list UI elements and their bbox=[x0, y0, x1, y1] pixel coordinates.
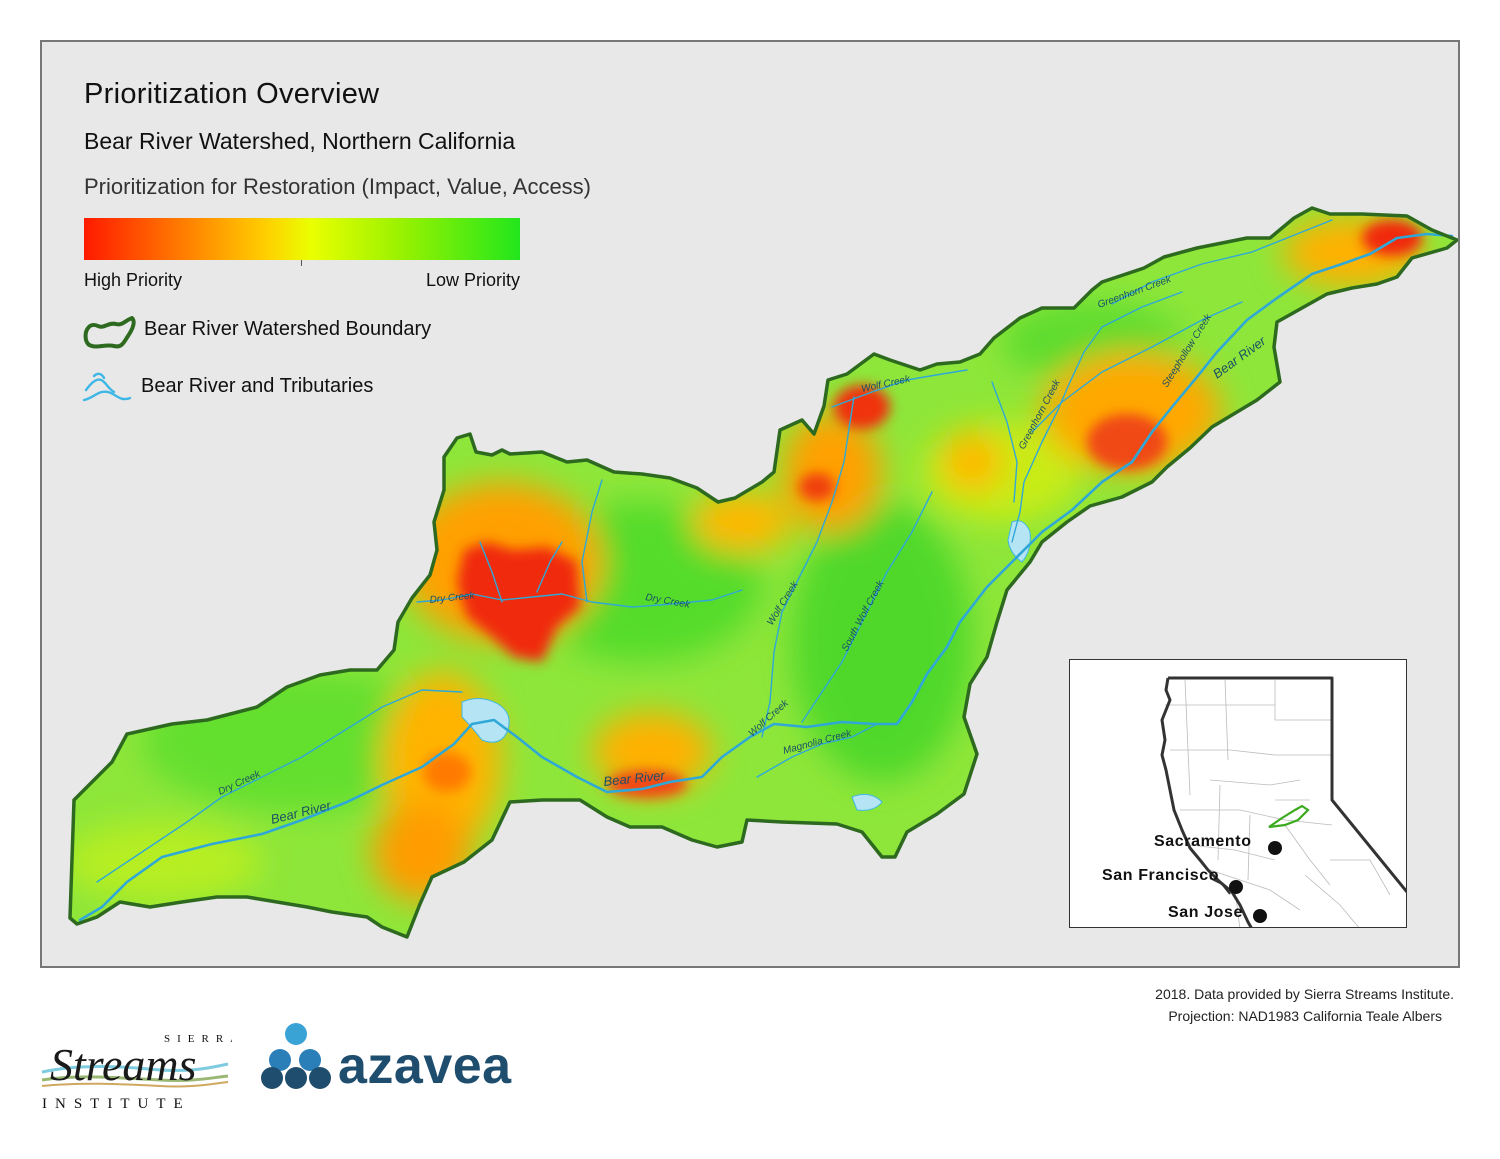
data-credit: 2018. Data provided by Sierra Streams In… bbox=[1155, 986, 1454, 1002]
map-title: Prioritization Overview bbox=[84, 78, 380, 110]
sierra-logo-bottom: INSTITUTE bbox=[42, 1096, 191, 1112]
city-label-san-jose: San Jose bbox=[1168, 904, 1244, 921]
label-bear-river-central: Bear River bbox=[603, 768, 666, 789]
label-dry-creek-center: Dry Creek bbox=[429, 590, 476, 606]
watershed-map: Bear River Bear River Bear River Dry Cre… bbox=[68, 206, 1458, 939]
azavea-wordmark: azavea bbox=[338, 1037, 512, 1095]
rivers bbox=[78, 219, 1454, 922]
california-outline bbox=[1160, 676, 1406, 927]
azavea-logo-icon bbox=[261, 1023, 331, 1089]
watershed-boundary bbox=[68, 206, 1458, 939]
legend-title: Prioritization for Restoration (Impact, … bbox=[84, 174, 592, 199]
sierra-streams-logo: SIERRA Streams INSTITUTE bbox=[41, 1033, 232, 1112]
high-priority-label: High Priority bbox=[84, 270, 183, 290]
boundary-legend-icon bbox=[83, 316, 136, 349]
rivers-legend-label: Bear River and Tributaries bbox=[141, 375, 374, 397]
boundary-legend-label: Bear River Watershed Boundary bbox=[144, 318, 432, 340]
map-frame: Bear River Bear River Bear River Dry Cre… bbox=[40, 40, 1460, 968]
low-priority-label: Low Priority bbox=[425, 270, 520, 290]
rivers-legend-icon bbox=[82, 372, 132, 402]
projection-note: Projection: NAD1983 California Teale Alb… bbox=[1168, 1008, 1442, 1024]
sierra-logo-top: SIERRA bbox=[164, 1033, 232, 1045]
gradient-tick bbox=[301, 260, 302, 266]
map-subtitle: Bear River Watershed, Northern Californi… bbox=[84, 128, 516, 154]
california-inset-map: Sacramento San Francisco San Jose bbox=[1069, 659, 1407, 928]
sierra-logo-main: Streams bbox=[50, 1039, 197, 1090]
city-label-san-francisco: San Francisco bbox=[1102, 867, 1220, 884]
priority-gradient-bar bbox=[84, 218, 520, 260]
city-label-sacramento: Sacramento bbox=[1154, 833, 1252, 850]
